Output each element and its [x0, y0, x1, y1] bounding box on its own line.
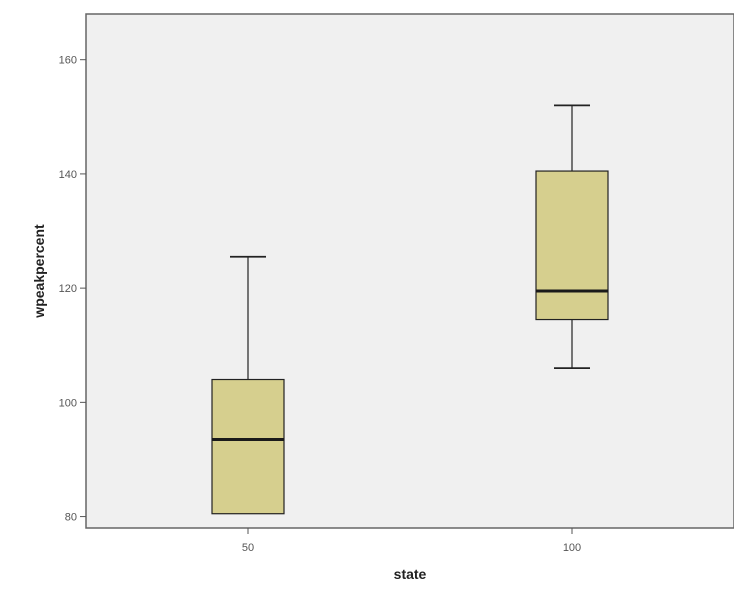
x-tick-label-0: 50: [242, 542, 254, 554]
y-tick-label-1: 100: [59, 397, 77, 409]
x-tick-label-1: 100: [563, 542, 581, 554]
x-axis-title: state: [394, 566, 427, 582]
y-tick-label-2: 120: [59, 283, 77, 295]
y-tick-label-0: 80: [65, 512, 77, 524]
plot-area: [85, 13, 734, 529]
box-1: [535, 170, 609, 321]
box-0: [211, 378, 285, 515]
y-axis-title: wpeakpercent: [31, 224, 47, 319]
y-tick-label-3: 140: [59, 169, 77, 181]
y-tick-label-4: 160: [59, 55, 77, 67]
